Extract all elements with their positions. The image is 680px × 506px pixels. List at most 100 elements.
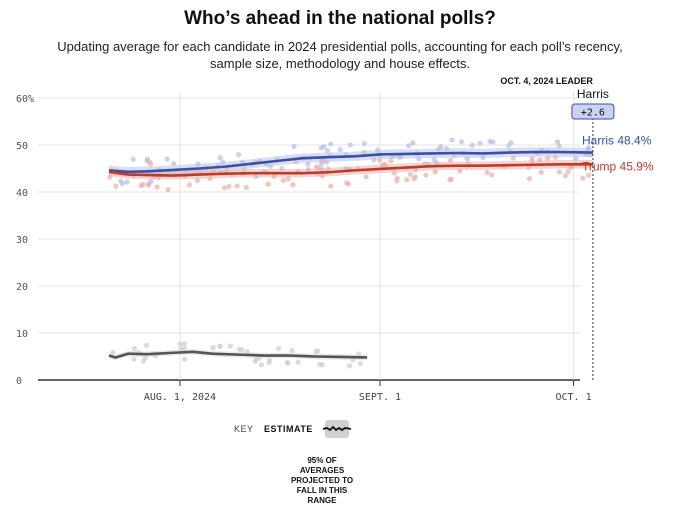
y-tick-label: 40 — [16, 188, 28, 199]
key-estimate-label: ESTIMATE — [264, 424, 313, 434]
trump-poll-dot — [538, 169, 544, 175]
other-poll-dot — [131, 356, 137, 362]
trump-poll-dot — [285, 176, 291, 182]
harris-poll-dot — [217, 155, 223, 161]
other-poll-dot — [258, 362, 265, 368]
harris-poll-dot — [291, 143, 297, 150]
other-poll-dot — [143, 342, 150, 348]
x-tick-label: SEPT. 1 — [359, 392, 401, 403]
trump-poll-dot — [145, 182, 152, 188]
trump-poll-dot — [226, 183, 232, 189]
trump-poll-dot — [146, 159, 153, 165]
harris-poll-dot — [556, 143, 562, 149]
other-poll-dot — [181, 356, 188, 362]
chart-title: Who’s ahead in the national polls? — [184, 8, 496, 29]
trump-poll-dot — [562, 173, 568, 179]
harris-poll-dot — [458, 139, 465, 145]
other-poll-dot — [295, 359, 301, 365]
other-poll-dot — [284, 359, 291, 366]
trump-poll-dot — [243, 184, 249, 190]
trump-end-label: Trump 45.9% — [582, 159, 654, 173]
other-poll-dot — [252, 358, 258, 364]
harris-poll-dot — [469, 142, 475, 148]
other-poll-dot — [177, 341, 183, 347]
other-poll-dot — [346, 363, 353, 369]
leader-name: Harris — [577, 87, 609, 101]
trump-poll-dot — [484, 169, 490, 176]
harris-poll-dot — [449, 137, 455, 143]
y-tick-label: 30 — [16, 235, 28, 246]
harris-poll-dot — [328, 141, 334, 147]
trump-poll-dot — [154, 184, 160, 190]
other-poll-dot — [313, 348, 319, 355]
harris-range-band — [108, 147, 593, 177]
harris-poll-dot — [337, 146, 343, 153]
harris-poll-dot — [171, 160, 177, 167]
other-poll-dot — [267, 357, 273, 363]
trump-poll-dot — [404, 177, 410, 183]
trump-poll-dot — [290, 182, 296, 188]
y-tick-label: 20 — [16, 282, 28, 293]
trump-poll-dot — [447, 176, 453, 183]
y-tick-label: 50 — [16, 141, 28, 152]
poll-chart: 0 10 20 30 40 50 60% AUG. 1, 2024 SEPT. 1 OCT. 1 H… — [16, 76, 654, 403]
y-tick-label: 0 — [16, 376, 22, 387]
other-poll-dot — [289, 347, 295, 354]
trump-poll-dot — [265, 181, 271, 187]
harris-poll-dot — [305, 161, 311, 167]
trump-poll-dot — [221, 185, 228, 191]
trump-poll-dot — [423, 172, 429, 178]
harris-poll-dot — [324, 147, 331, 154]
harris-poll-dot — [573, 155, 579, 162]
trump-poll-dot — [529, 155, 535, 162]
trump-poll-dot — [186, 182, 193, 188]
other-poll-dot — [227, 343, 233, 349]
trump-poll-dot — [280, 177, 286, 183]
leader-margin: +2.6 — [581, 108, 605, 119]
y-tick-label: 60% — [16, 94, 34, 105]
leader-heading: OCT. 4, 2024 LEADER — [500, 76, 593, 86]
y-tick-label: 10 — [16, 329, 28, 340]
other-poll-dot — [357, 360, 364, 366]
harris-poll-dot — [406, 143, 412, 149]
harris-poll-dot — [410, 140, 416, 146]
chart-subtitle: Updating average for each candidate in 2… — [57, 39, 623, 71]
leader-margin-badge — [571, 103, 615, 120]
other-poll-dot — [217, 343, 223, 349]
harris-poll-dot — [236, 152, 242, 158]
harris-poll-dot — [361, 140, 367, 147]
trump-poll-dot — [138, 182, 144, 189]
other-poll-dot — [276, 345, 282, 352]
other-average-line — [108, 350, 368, 359]
trump-poll-dot — [194, 177, 200, 184]
trump-poll-dot — [345, 181, 352, 187]
harris-poll-dot — [130, 156, 136, 162]
harris-poll-dot — [148, 178, 154, 184]
other-poll-dot — [319, 362, 325, 368]
harris-poll-dot — [438, 144, 444, 150]
other-poll-dot — [181, 341, 187, 347]
chart-key: KEY ESTIMATE — [234, 420, 352, 438]
harris-poll-dot — [321, 143, 327, 150]
other-poll-dot — [210, 345, 216, 351]
harris-poll-dot — [124, 179, 130, 185]
trump-poll-dot — [432, 169, 438, 175]
trump-poll-dot — [565, 169, 571, 175]
x-tick-label: AUG. 1, 2024 — [144, 392, 216, 403]
trump-poll-dot — [586, 172, 592, 178]
other-poll-dot — [236, 346, 242, 352]
harris-average-line — [108, 150, 593, 174]
key-estimate-swatch — [322, 420, 352, 438]
trump-poll-dot — [113, 183, 119, 189]
trump-poll-dot — [489, 172, 495, 178]
harris-poll-dot — [164, 156, 170, 162]
harris-poll-dot — [554, 139, 561, 145]
trump-poll-dot — [328, 183, 334, 189]
harris-poll-dot — [506, 143, 512, 149]
trump-poll-dot — [394, 178, 400, 184]
trump-poll-dot — [412, 174, 418, 180]
trump-poll-dot — [407, 171, 413, 178]
trump-poll-dot — [544, 155, 551, 161]
harris-poll-dot — [487, 138, 493, 145]
trump-poll-dot — [165, 186, 171, 193]
